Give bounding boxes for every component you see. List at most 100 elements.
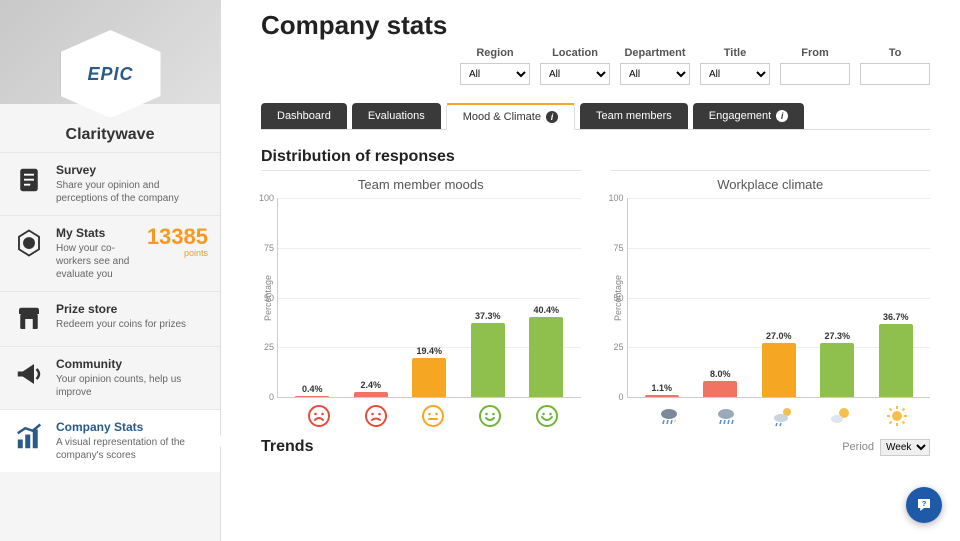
bar-column: 0.4% [295, 198, 329, 397]
chart-workplace-climate: Workplace climate Percentage 02550751001… [611, 170, 931, 428]
filter-input[interactable] [780, 63, 850, 85]
tab-dashboard[interactable]: Dashboard [261, 103, 347, 129]
bar [354, 392, 388, 397]
logo-hexagon: EPIC [61, 30, 161, 118]
tab-label: Engagement [709, 110, 771, 122]
filters-row: RegionAllLocationAllDepartmentAllTitleAl… [261, 47, 930, 85]
sidebar-item-title: Community [56, 357, 208, 371]
filter-region: RegionAll [460, 47, 530, 85]
weather-icon [828, 404, 852, 428]
filter-label: To [860, 47, 930, 59]
sidebar-item-desc: How your co-workers see and evaluate you [56, 242, 137, 281]
mood-face-icon [421, 404, 445, 428]
page-title: Company stats [261, 10, 930, 41]
filter-label: From [780, 47, 850, 59]
bar-label: 19.4% [416, 346, 442, 356]
mood-face-icon [535, 404, 559, 428]
bar-column: 27.3% [820, 198, 854, 397]
info-icon: i [776, 110, 788, 122]
sidebar-item-title: My Stats [56, 226, 137, 240]
weather-icon [885, 404, 909, 428]
chart-title: Workplace climate [611, 177, 931, 192]
mood-face-icon [307, 404, 331, 428]
y-tick: 75 [604, 243, 624, 253]
bar-column: 36.7% [879, 198, 913, 397]
tab-engagement[interactable]: Engagement i [693, 103, 804, 129]
y-tick: 0 [604, 392, 624, 402]
filter-to: To [860, 47, 930, 85]
chart-icon [12, 420, 46, 454]
chat-question-icon: ? [915, 496, 933, 514]
period-select[interactable]: Week [880, 439, 930, 456]
bar-column: 19.4% [412, 198, 446, 397]
weather-icons-row [611, 398, 931, 428]
tab-label: Team members [596, 110, 672, 122]
y-tick: 100 [604, 193, 624, 203]
period-selector: Period Week [842, 439, 930, 456]
sidebar-item-mystats[interactable]: My Stats How your co-workers see and eva… [0, 215, 220, 291]
filter-title: TitleAll [700, 47, 770, 85]
sidebar-item-title: Survey [56, 163, 208, 177]
y-tick: 100 [254, 193, 274, 203]
bar-label: 8.0% [710, 369, 731, 379]
tab-label: Mood & Climate [463, 111, 541, 123]
bar-column: 2.4% [354, 198, 388, 397]
chart-plot: 02550751000.4%2.4%19.4%37.3%40.4% [277, 198, 581, 398]
y-tick: 50 [254, 293, 274, 303]
filter-label: Department [620, 47, 690, 59]
chart-team-moods: Team member moods Percentage 02550751000… [261, 170, 581, 428]
bar [471, 323, 505, 397]
logo-text: EPIC [87, 64, 133, 85]
filter-select[interactable]: All [540, 63, 610, 85]
filter-select[interactable]: All [620, 63, 690, 85]
y-tick: 0 [254, 392, 274, 402]
sidebar-item-desc: Share your opinion and perceptions of th… [56, 179, 208, 205]
tabs-bar: DashboardEvaluationsMood & ClimateiTeam … [261, 103, 930, 130]
bar-label: 2.4% [360, 380, 381, 390]
sidebar-item-desc: Redeem your coins for prizes [56, 318, 208, 331]
mood-icons-row [261, 398, 581, 428]
bar-label: 37.3% [475, 311, 501, 321]
points-label: points [147, 248, 208, 258]
bar-column: 40.4% [529, 198, 563, 397]
sidebar-item-title: Prize store [56, 302, 208, 316]
tab-team-members[interactable]: Team members [580, 103, 688, 129]
store-icon [12, 302, 46, 336]
svg-text:?: ? [922, 499, 927, 508]
sidebar-item-prizestore[interactable]: Prize store Redeem your coins for prizes [0, 291, 220, 346]
bar-label: 27.0% [766, 331, 792, 341]
brand-name: Claritywave [0, 126, 220, 144]
sidebar-item-companystats[interactable]: Company Stats A visual representation of… [0, 409, 220, 472]
sidebar-item-desc: A visual representation of the company's… [56, 436, 208, 462]
help-button[interactable]: ? [906, 487, 942, 523]
tab-evaluations[interactable]: Evaluations [352, 103, 441, 129]
clipboard-icon [12, 163, 46, 197]
filter-from: From [780, 47, 850, 85]
points-value: 13385 [147, 224, 208, 249]
filter-select[interactable]: All [460, 63, 530, 85]
bar-column: 27.0% [762, 198, 796, 397]
chart-title: Team member moods [261, 177, 581, 192]
bar [879, 324, 913, 397]
sidebar-item-survey[interactable]: Survey Share your opinion and perception… [0, 152, 220, 215]
sidebar-item-community[interactable]: Community Your opinion counts, help us i… [0, 346, 220, 409]
tab-mood-climate[interactable]: Mood & Climatei [446, 104, 575, 130]
tab-label: Dashboard [277, 110, 331, 122]
bar [645, 395, 679, 397]
megaphone-icon [12, 357, 46, 391]
trends-title: Trends [261, 438, 313, 456]
y-tick: 25 [604, 342, 624, 352]
bar-column: 37.3% [471, 198, 505, 397]
y-tick: 75 [254, 243, 274, 253]
period-label: Period [842, 441, 874, 453]
y-tick: 50 [604, 293, 624, 303]
filter-input[interactable] [860, 63, 930, 85]
bar [529, 317, 563, 397]
sidebar-item-desc: Your opinion counts, help us improve [56, 373, 208, 399]
weather-icon [657, 404, 681, 428]
filter-label: Location [540, 47, 610, 59]
bar [703, 381, 737, 397]
filter-select[interactable]: All [700, 63, 770, 85]
bar [412, 358, 446, 397]
bar-label: 40.4% [533, 305, 559, 315]
